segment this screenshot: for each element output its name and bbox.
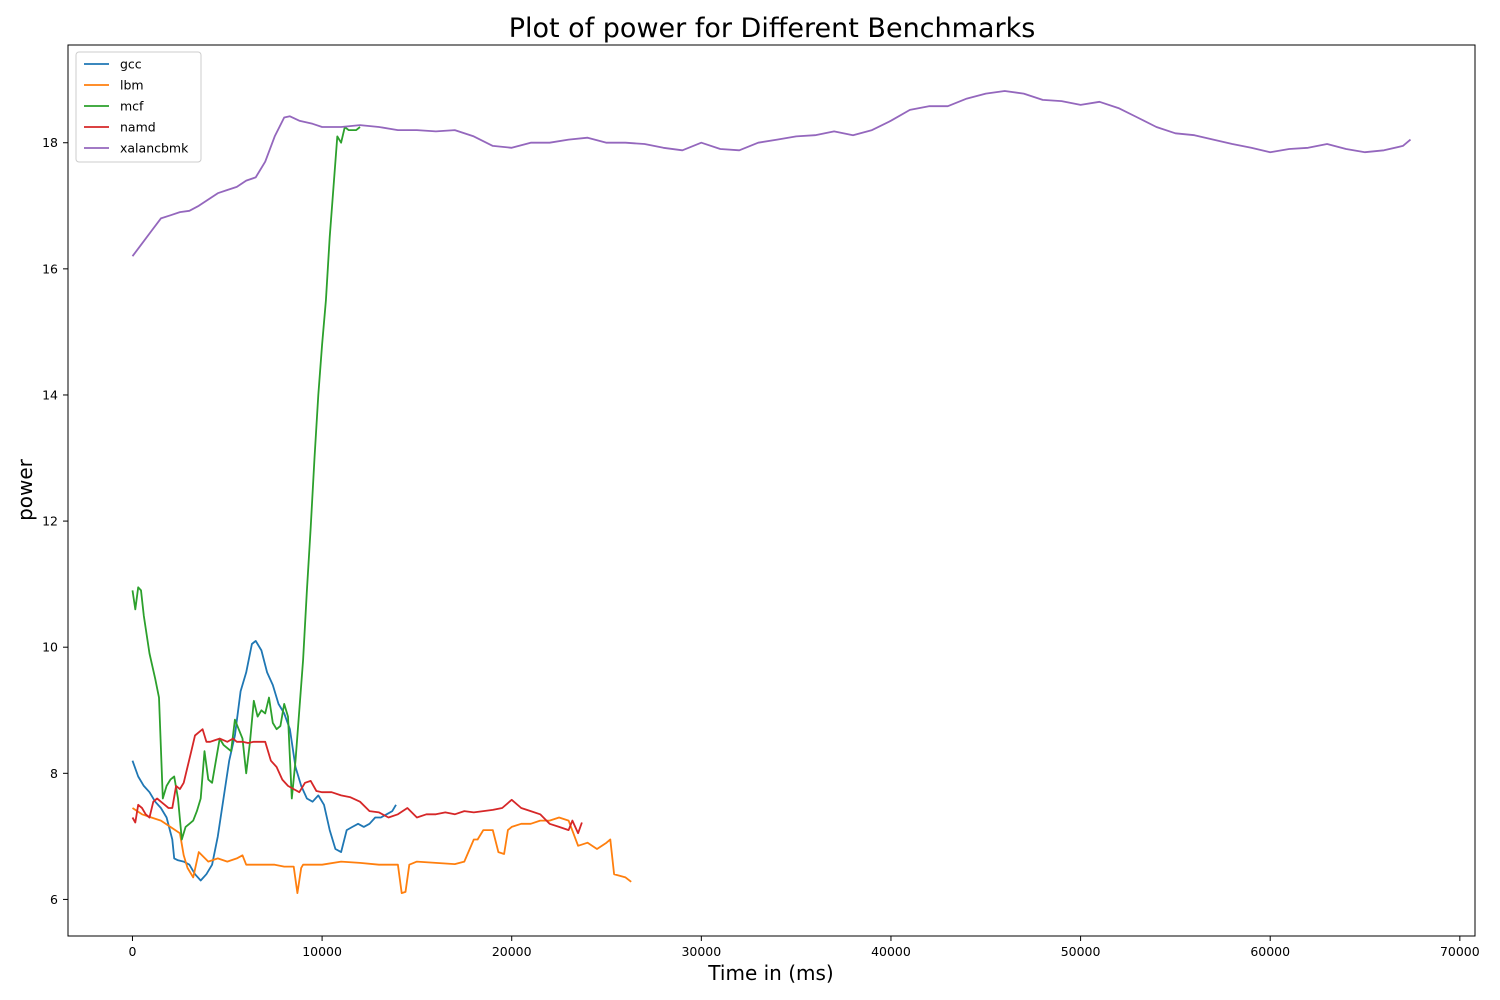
series-line-lbm: [132, 807, 632, 894]
y-tick-label: 12: [42, 514, 58, 529]
y-tick-label: 6: [50, 892, 58, 907]
x-tick-label: 60000: [1250, 944, 1290, 959]
legend-label: gcc: [120, 57, 142, 72]
y-tick-label: 14: [42, 387, 58, 402]
series-line-xalancbmk: [131, 90, 1412, 257]
x-axis-label: Time in (ms): [707, 961, 833, 985]
series-layer: [131, 90, 1412, 894]
x-tick-label: 10000: [302, 944, 342, 959]
legend: gcc lbm mcf namd xalancbmk: [75, 51, 202, 163]
x-tick-label: 20000: [492, 944, 532, 959]
y-tick-label: 10: [42, 640, 58, 655]
y-axis: 6 8 10 12 14 16 18: [42, 135, 68, 907]
legend-label: xalancbmk: [120, 141, 189, 156]
x-tick-label: 40000: [871, 944, 911, 959]
x-tick-label: 50000: [1061, 944, 1101, 959]
chart-title: Plot of power for Different Benchmarks: [509, 13, 1036, 44]
legend-box: [75, 51, 202, 163]
plot-frame: [67, 44, 1476, 937]
plot-area: 0 10000 20000 30000 40000 50000 60000 70000 6 8 1…: [42, 44, 1480, 959]
x-tick-label: 30000: [681, 944, 721, 959]
y-tick-label: 8: [50, 766, 58, 781]
y-axis-label: power: [13, 458, 37, 521]
series-line-gcc: [131, 640, 397, 882]
x-tick-label: 0: [128, 944, 136, 959]
legend-label: mcf: [120, 99, 144, 114]
series-line-mcf: [131, 126, 361, 841]
x-tick-label: 70000: [1440, 944, 1480, 959]
legend-label: lbm: [120, 78, 144, 93]
y-tick-label: 16: [42, 261, 58, 276]
x-axis: 0 10000 20000 30000 40000 50000 60000 70000: [128, 936, 1480, 959]
legend-label: namd: [120, 120, 156, 135]
y-tick-label: 18: [42, 135, 58, 150]
series-line-namd: [131, 728, 583, 835]
